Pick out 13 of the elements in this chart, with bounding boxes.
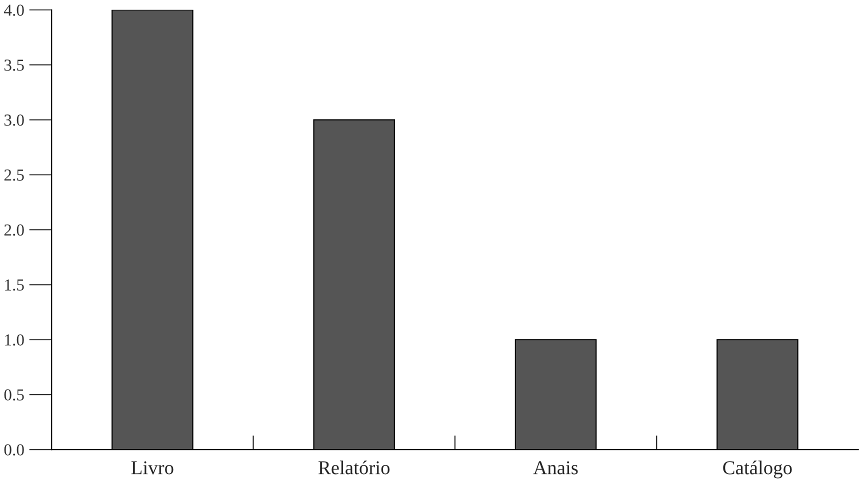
x-tick-label: Livro: [131, 461, 174, 474]
y-tick-label: 1.0: [5, 334, 24, 346]
y-tick-label: 2.5: [4, 170, 24, 181]
x-tick-label: Anais: [533, 461, 578, 474]
x-tick-label: Relatório: [318, 460, 390, 474]
y-tick-label: 3.5: [4, 60, 24, 71]
y-tick-label: 0.0: [4, 444, 24, 456]
x-tick-label: Catálogo: [723, 460, 792, 478]
y-tick-label: 0.5: [4, 389, 24, 401]
y-tick-label: 4.0: [4, 4, 24, 16]
y-tick-label: 1.5: [5, 279, 24, 291]
y-tick-label: 3.0: [4, 114, 24, 126]
y-tick-label: 2.0: [4, 224, 24, 236]
